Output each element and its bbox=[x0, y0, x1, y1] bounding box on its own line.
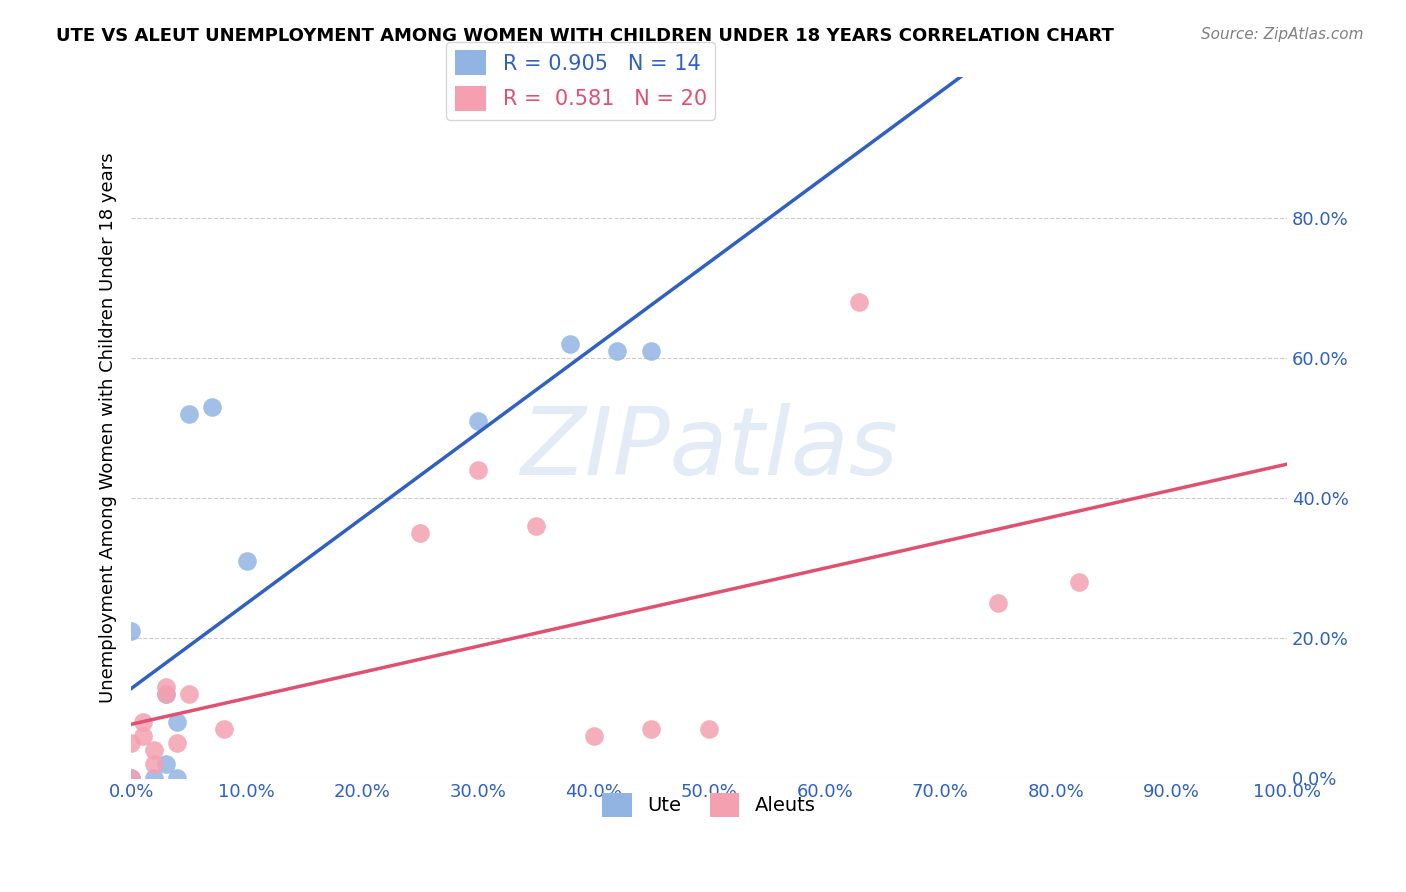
Point bbox=[166, 771, 188, 785]
Point bbox=[640, 343, 662, 358]
Point bbox=[640, 722, 662, 736]
Point bbox=[606, 343, 628, 358]
Point bbox=[201, 400, 224, 414]
Point bbox=[143, 757, 166, 772]
Point bbox=[120, 771, 142, 785]
Point bbox=[166, 736, 188, 750]
Point bbox=[409, 525, 432, 540]
Point bbox=[987, 596, 1010, 610]
Point bbox=[155, 687, 177, 701]
Point bbox=[120, 771, 142, 785]
Point bbox=[524, 519, 547, 533]
Point bbox=[143, 771, 166, 785]
Point bbox=[166, 715, 188, 730]
Y-axis label: Unemployment Among Women with Children Under 18 years: Unemployment Among Women with Children U… bbox=[100, 153, 117, 703]
Point bbox=[132, 715, 155, 730]
Point bbox=[177, 407, 200, 421]
Point bbox=[560, 336, 582, 351]
Point bbox=[848, 294, 870, 309]
Point bbox=[1067, 574, 1090, 589]
Text: UTE VS ALEUT UNEMPLOYMENT AMONG WOMEN WITH CHILDREN UNDER 18 YEARS CORRELATION C: UTE VS ALEUT UNEMPLOYMENT AMONG WOMEN WI… bbox=[56, 27, 1114, 45]
Point bbox=[143, 743, 166, 757]
Point bbox=[120, 624, 142, 638]
Point bbox=[155, 757, 177, 772]
Text: Source: ZipAtlas.com: Source: ZipAtlas.com bbox=[1201, 27, 1364, 42]
Point bbox=[132, 729, 155, 743]
Point bbox=[236, 554, 259, 568]
Legend: Ute, Aleuts: Ute, Aleuts bbox=[595, 785, 824, 824]
Point bbox=[467, 463, 489, 477]
Point bbox=[155, 687, 177, 701]
Point bbox=[582, 729, 605, 743]
Point bbox=[177, 687, 200, 701]
Point bbox=[120, 736, 142, 750]
Point bbox=[467, 414, 489, 428]
Text: ZIPatlas: ZIPatlas bbox=[520, 403, 898, 494]
Point bbox=[212, 722, 235, 736]
Point bbox=[697, 722, 720, 736]
Point bbox=[155, 680, 177, 694]
